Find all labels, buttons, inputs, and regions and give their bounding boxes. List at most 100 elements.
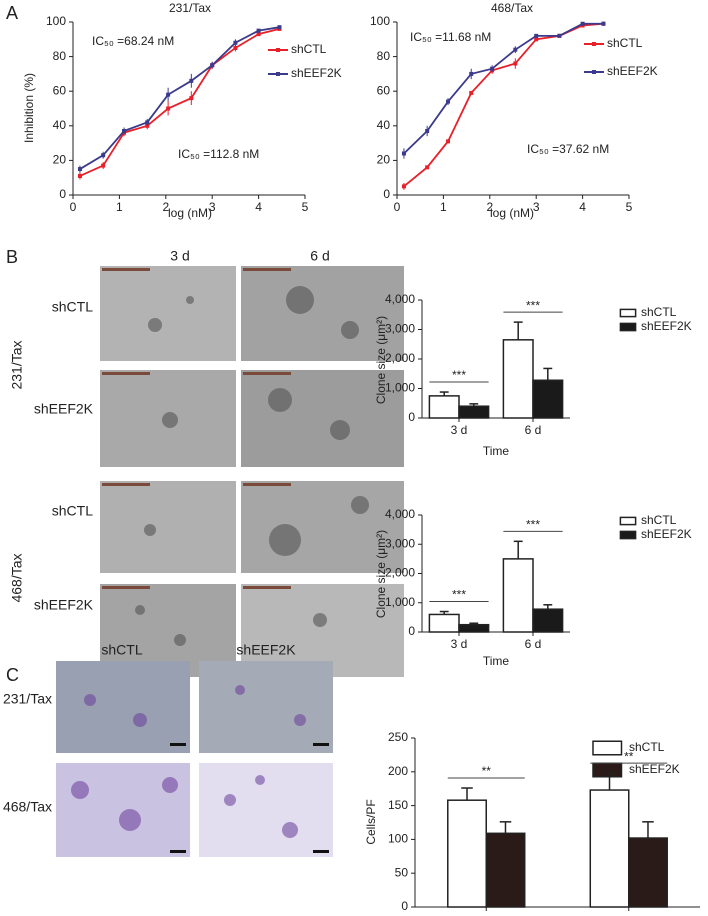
legend-marker [276, 72, 280, 76]
data-point [601, 21, 606, 26]
y-tick-label: 20 [377, 153, 391, 167]
row-label: shEEF2K [34, 597, 94, 613]
data-point [469, 90, 474, 95]
legend-label: shCTL [607, 36, 643, 50]
panel-label: C [6, 665, 19, 685]
x-tick-label: 3 [533, 200, 540, 214]
data-point [256, 28, 261, 33]
column-label: shEEF2K [236, 642, 296, 658]
series-line [403, 22, 604, 188]
data-point [401, 184, 406, 189]
micrograph-grid [100, 266, 404, 677]
data-point [425, 128, 430, 133]
data-point [77, 173, 82, 178]
data-point [513, 61, 518, 66]
y-tick-label: 20 [53, 153, 67, 167]
panel-label: B [6, 247, 18, 267]
series-line [403, 22, 604, 155]
bar [532, 379, 564, 419]
x-tick-label: 4 [255, 200, 262, 214]
y-tick-label: 250 [388, 730, 408, 744]
y-tick-label: 40 [53, 118, 67, 132]
significance-label: *** [452, 368, 466, 382]
group-label: 231/Tax [9, 340, 25, 389]
data-point [513, 47, 518, 52]
series-line [79, 28, 280, 177]
legend-swatch [619, 530, 637, 540]
micrograph [241, 481, 404, 573]
y-tick-label: 1,000 [385, 595, 415, 609]
micrograph [241, 370, 404, 467]
data-point [425, 165, 430, 170]
bar [589, 789, 630, 908]
y-axis-label: Clone size (μm²) [374, 316, 388, 404]
y-tick-label: 100 [46, 14, 66, 28]
x-tick-label: 5 [626, 200, 633, 214]
micrograph [199, 763, 333, 857]
x-axis-label: Time [483, 444, 510, 458]
series-line [79, 26, 280, 170]
data-point [233, 40, 238, 45]
bar [502, 339, 534, 419]
x-tick-label: 4 [579, 200, 586, 214]
y-tick-label: 3,000 [385, 536, 415, 550]
micrograph [199, 661, 333, 753]
micrograph [56, 661, 190, 753]
row-label: shCTL [52, 503, 93, 519]
legend-swatch [619, 322, 637, 332]
micrograph [100, 266, 236, 361]
column-label: 3 d [170, 248, 189, 264]
significance-label: *** [526, 298, 540, 312]
significance-label: ** [482, 764, 492, 778]
x-tick-label: 2 [162, 200, 169, 214]
legend-marker [592, 70, 596, 74]
y-tick-label: 0 [59, 187, 66, 201]
data-point [446, 139, 451, 144]
x-tick-label: 1 [116, 200, 123, 214]
y-tick-label: 3,000 [385, 322, 415, 336]
x-tick-label: 1 [440, 200, 447, 214]
significance-label: ** [624, 749, 634, 763]
legend-label: shCTL [641, 513, 677, 527]
legend-label: shEEF2K [641, 527, 692, 541]
y-tick-label: 200 [388, 764, 408, 778]
annotation: IC₅₀ =112.8 nM [178, 147, 259, 161]
micrograph [100, 481, 236, 573]
legend-label: shEEF2K [607, 64, 658, 78]
data-point [101, 163, 106, 168]
legend-label: shEEF2K [641, 319, 692, 333]
legend-swatch [592, 762, 623, 778]
data-point [77, 167, 82, 172]
y-tick-label: 2,000 [385, 566, 415, 580]
bar [458, 405, 490, 419]
y-tick-label: 0 [401, 899, 408, 913]
micrograph [241, 266, 404, 361]
data-point [166, 106, 171, 111]
y-tick-label: 60 [377, 83, 391, 97]
y-tick-label: 80 [53, 49, 67, 63]
data-point [256, 32, 261, 37]
y-axis-label: Cells/PF [364, 799, 378, 844]
y-axis-label: Clone size (μm²) [374, 530, 388, 618]
legend-label: shCTL [291, 42, 327, 56]
data-point [189, 96, 194, 101]
x-axis-label: log (nM) [168, 206, 212, 220]
x-axis-label: Time [483, 654, 510, 668]
data-point [145, 120, 150, 125]
x-axis-label: log (nM) [490, 206, 534, 220]
y-tick-label: 0 [383, 187, 390, 201]
x-tick-label: 6 d [525, 423, 542, 437]
x-tick-label: 6 d [525, 637, 542, 651]
data-point [189, 78, 194, 83]
legend-label: shEEF2K [629, 762, 680, 776]
data-point [101, 153, 106, 158]
data-point [534, 37, 539, 42]
bar [502, 558, 534, 633]
x-tick-label: 5 [302, 200, 309, 214]
column-label: shCTL [101, 642, 142, 658]
y-axis-label: Inhibition (%) [22, 73, 36, 143]
y-tick-label: 100 [388, 832, 408, 846]
y-tick-label: 100 [370, 14, 390, 28]
annotation: IC₅₀ =68.24 nM [92, 34, 174, 48]
